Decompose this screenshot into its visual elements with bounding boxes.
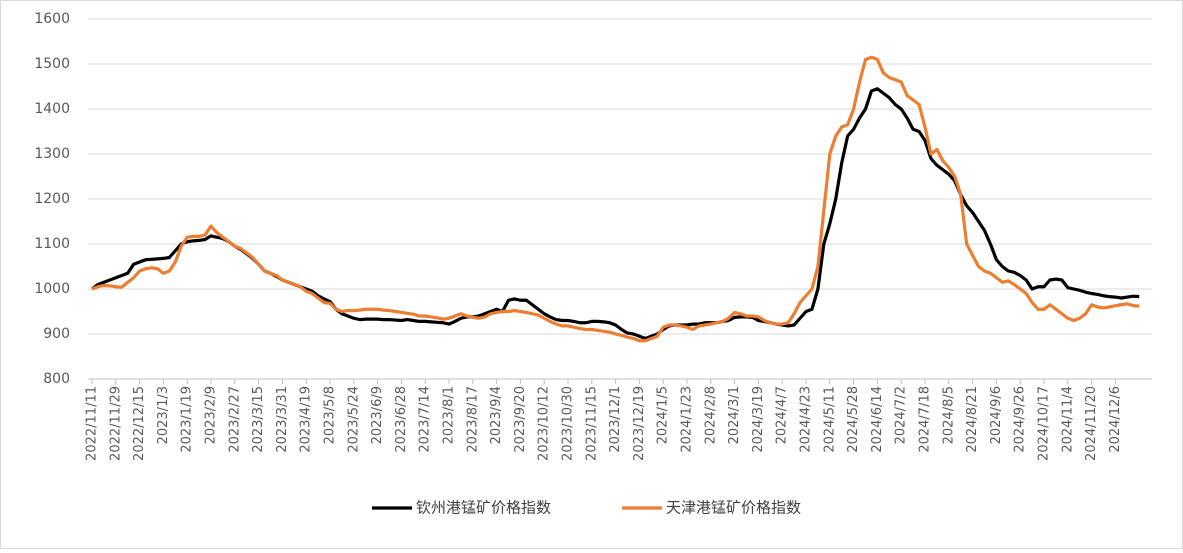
x-tick-label: 2023/6/9 <box>370 386 385 444</box>
y-tick-label: 1200 <box>34 191 70 207</box>
x-tick-label: 2023/9/20 <box>513 386 528 453</box>
x-tick-label: 2024/10/17 <box>1037 386 1052 461</box>
legend-label: 钦州港锰矿价格指数 <box>416 499 551 517</box>
y-tick-label: 1300 <box>34 146 70 162</box>
x-tick-label: 2024/9/6 <box>989 386 1004 444</box>
x-tick-label: 2024/8/5 <box>941 386 956 444</box>
x-tick-label: 2024/7/2 <box>894 386 909 444</box>
x-tick-label: 2024/11/4 <box>1060 386 1075 453</box>
x-tick-label: 2024/5/28 <box>846 386 861 453</box>
x-tick-label: 2024/4/7 <box>775 386 790 444</box>
x-tick-label: 2024/12/6 <box>1108 386 1123 453</box>
x-tick-label: 2022/12/15 <box>132 386 147 461</box>
y-tick-label: 900 <box>43 326 70 342</box>
y-tick-label: 800 <box>43 371 70 387</box>
x-tick-label: 2023/12/19 <box>632 386 647 461</box>
y-tick-label: 1600 <box>34 11 70 27</box>
x-tick-label: 2023/3/31 <box>275 386 290 453</box>
x-tick-label: 2024/7/18 <box>918 386 933 453</box>
x-tick-label: 2023/5/24 <box>346 386 361 453</box>
x-tick-label: 2024/3/19 <box>751 386 766 453</box>
x-tick-label: 2022/11/11 <box>85 386 100 461</box>
x-tick-label: 2023/12/1 <box>608 386 623 453</box>
x-tick-label: 2023/1/3 <box>156 386 171 444</box>
x-tick-label: 2024/1/5 <box>656 386 671 444</box>
x-tick-label: 2023/6/28 <box>394 386 409 453</box>
x-tick-label: 2024/3/1 <box>727 386 742 444</box>
legend-label: 天津港锰矿价格指数 <box>666 499 801 517</box>
x-tick-label: 2024/8/21 <box>965 386 980 453</box>
x-tick-label: 2023/5/8 <box>323 386 338 444</box>
y-tick-label: 1400 <box>34 101 70 117</box>
x-tick-label: 2023/11/15 <box>584 386 599 461</box>
x-tick-label: 2023/8/17 <box>465 386 480 453</box>
x-tick-label: 2023/4/19 <box>299 386 314 453</box>
x-tick-label: 2024/9/26 <box>1013 386 1028 453</box>
x-tick-label: 2023/2/9 <box>204 386 219 444</box>
x-tick-label: 2023/9/4 <box>489 386 504 444</box>
y-tick-label: 1500 <box>34 56 70 72</box>
y-tick-label: 1100 <box>34 236 70 252</box>
x-tick-label: 2024/1/23 <box>680 386 695 453</box>
x-tick-label: 2024/5/11 <box>822 386 837 453</box>
x-tick-label: 2023/1/19 <box>180 386 195 453</box>
x-tick-label: 2023/3/15 <box>251 386 266 453</box>
x-tick-label: 2023/10/12 <box>537 386 552 461</box>
x-tick-label: 2024/4/23 <box>799 386 814 453</box>
series-line <box>91 55 1140 343</box>
x-tick-label: 2023/10/30 <box>561 386 576 461</box>
x-tick-label: 2023/2/27 <box>227 386 242 453</box>
x-tick-label: 2024/11/20 <box>1084 386 1099 461</box>
x-tick-label: 2023/8/1 <box>442 386 457 444</box>
x-tick-label: 2024/2/8 <box>703 386 718 444</box>
x-tick-label: 2024/6/14 <box>870 386 885 453</box>
x-tick-label: 2023/7/14 <box>418 386 433 453</box>
x-tick-label: 2022/11/29 <box>108 386 123 461</box>
y-tick-label: 1000 <box>34 281 70 297</box>
